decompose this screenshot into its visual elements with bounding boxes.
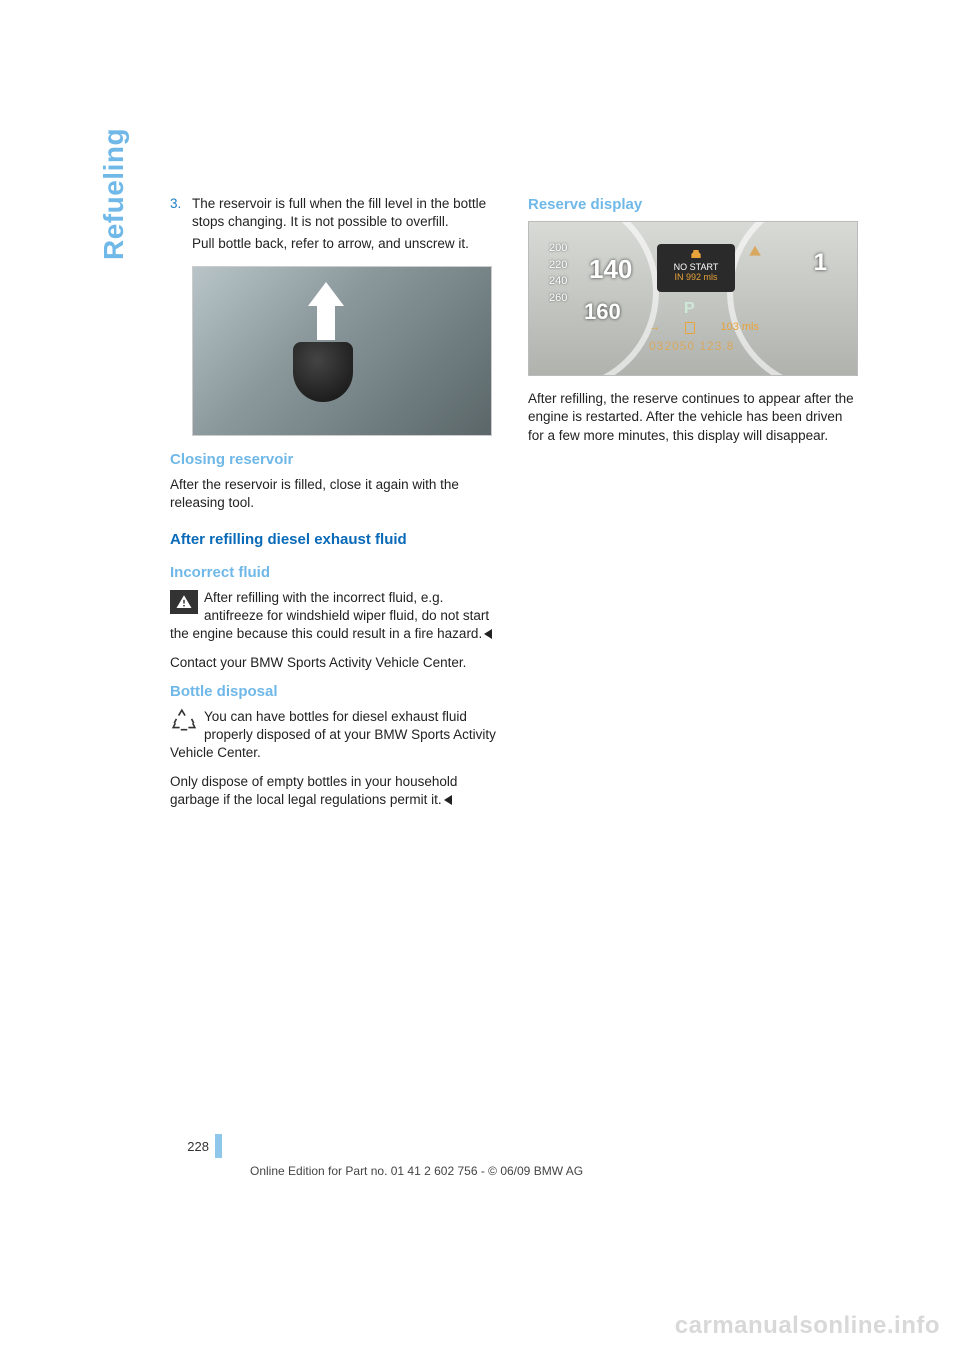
fuel-pump-icon [685, 322, 695, 334]
page-number: 228 [170, 1139, 215, 1154]
incorrect-fluid-para: After refilling with the incorrect fluid… [170, 589, 500, 644]
step-body: The reservoir is full when the fill leve… [192, 195, 500, 258]
reservoir-cap-shape [293, 342, 353, 402]
heading-after-refilling: After refilling diesel exhaust fluid [170, 530, 500, 550]
arrow-right-icon: → [649, 320, 660, 335]
heading-reserve-display: Reserve display [528, 195, 858, 215]
contact-text: Contact your BMW Sports Activity Vehicle… [170, 654, 500, 672]
page-number-bar [215, 1134, 222, 1158]
rpm-1: 1 [814, 247, 827, 279]
bottle-disposal-para-2: Only dispose of empty bottles in your ho… [170, 773, 500, 809]
odometer-value: 032050 123.8 [649, 338, 734, 354]
def-bottle-icon [688, 248, 704, 260]
page-content: 3. The reservoir is full when the fill l… [170, 195, 860, 819]
step-number: 3. [170, 195, 192, 258]
step-3: 3. The reservoir is full when the fill l… [170, 195, 500, 258]
section-side-label: Refueling [98, 128, 130, 260]
gear-indicator: P [684, 298, 695, 320]
footer-text: Online Edition for Part no. 01 41 2 602 … [250, 1164, 583, 1178]
speed-160: 160 [584, 297, 621, 327]
watermark-text: carmanualsonline.info [675, 1312, 940, 1340]
step-text-2: Pull bottle back, refer to arrow, and un… [192, 235, 500, 253]
page-number-wrap: 228 [170, 1134, 222, 1158]
incorrect-fluid-text: After refilling with the incorrect fluid… [170, 590, 489, 641]
heading-incorrect-fluid: Incorrect fluid [170, 563, 500, 583]
speed-260: 260 [549, 290, 567, 307]
range-value: 103 mls [720, 320, 759, 335]
speed-240: 240 [549, 273, 567, 290]
end-marker-icon [484, 629, 492, 639]
heading-closing-reservoir: Closing reservoir [170, 450, 500, 470]
instrument-cluster-figure: 200 220 240 260 140 160 1 NO START IN 99… [528, 221, 858, 376]
reserve-display-text: After refilling, the reserve continues t… [528, 390, 858, 445]
left-column: 3. The reservoir is full when the fill l… [170, 195, 500, 819]
end-marker-icon [444, 795, 452, 805]
step-text-1: The reservoir is full when the fill leve… [192, 195, 500, 231]
right-column: Reserve display 200 220 240 260 140 160 … [528, 195, 858, 819]
reservoir-figure [192, 266, 492, 436]
speed-small-numbers: 200 220 240 260 [549, 240, 567, 306]
msg-line-2: IN 992 mls [657, 273, 735, 283]
warning-icon [170, 590, 198, 614]
up-arrow-icon [308, 282, 344, 342]
tachometer-ring [727, 221, 858, 376]
closing-text: After the reservoir is filled, close it … [170, 476, 500, 512]
recycle-icon [170, 709, 198, 733]
bottle-disposal-para-1: You can have bottles for diesel exhaust … [170, 708, 500, 763]
info-row: → 103 mls [649, 320, 759, 335]
speed-220: 220 [549, 257, 567, 274]
speed-140: 140 [589, 252, 632, 287]
bottle-disposal-text-2: Only dispose of empty bottles in your ho… [170, 774, 457, 807]
heading-bottle-disposal: Bottle disposal [170, 682, 500, 702]
warning-triangle-icon [748, 244, 762, 263]
cluster-message-box: NO START IN 992 mls [657, 244, 735, 292]
bottle-disposal-text-1: You can have bottles for diesel exhaust … [170, 709, 496, 760]
speed-200: 200 [549, 240, 567, 257]
